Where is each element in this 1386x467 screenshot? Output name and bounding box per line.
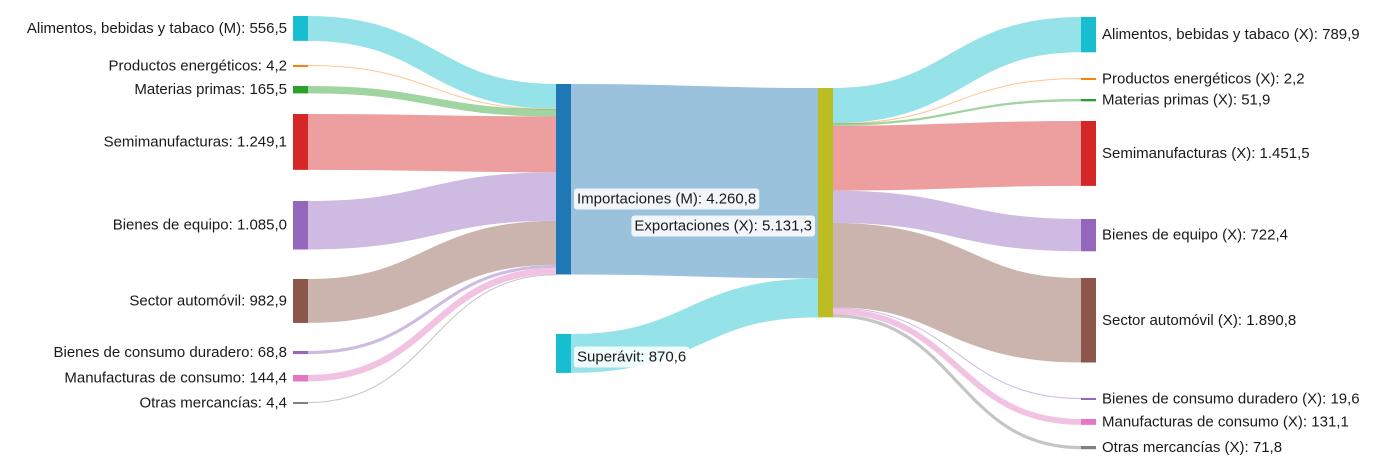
sankey-label-x_otras: Otras mercancías (X): 71,8 [1102, 439, 1282, 456]
sankey-label-x_alim: Alimentos, bebidas y tabaco (X): 789,9 [1102, 26, 1360, 43]
sankey-label-m_alim: Alimentos, bebidas y tabaco (M): 556,5 [27, 20, 287, 37]
sankey-link-m_auto-imp [307, 220, 557, 323]
sankey-label-m_auto: Sector automóvil: 982,9 [129, 292, 287, 309]
sankey-node-m_equi [293, 201, 308, 250]
sankey-label-text: Productos energéticos (X): 2,2 [1102, 71, 1305, 88]
sankey-link-exp-x_alim [832, 17, 1082, 124]
sankey-node-x_alim [1081, 17, 1096, 53]
sankey-label-text: Productos energéticos: 4,2 [109, 58, 287, 75]
sankey-label-x_auto: Sector automóvil (X): 1.890,8 [1102, 312, 1296, 329]
sankey-label-text: Semimanufacturas (X): 1.451,5 [1102, 145, 1310, 162]
sankey-node-x_ener [1081, 78, 1096, 80]
sankey-link-m_mat-imp [307, 85, 557, 117]
sankey-node-x_semi [1081, 121, 1096, 186]
sankey-label-text: Otras mercancías: 4,4 [139, 395, 287, 412]
sankey-label-m_semi: Semimanufacturas: 1.249,1 [104, 133, 287, 150]
sankey-label-text: Exportaciones (X): 5.131,3 [634, 218, 812, 235]
sankey-label-m_mat: Materias primas: 165,5 [134, 81, 287, 98]
sankey-label-text: Bienes de consumo duradero (X): 19,6 [1102, 391, 1360, 408]
sankey-link-sup-exp [570, 278, 819, 373]
sankey-label-m_dur: Bienes de consumo duradero: 68,8 [54, 344, 288, 361]
sankey-label-sup: Superávit: 870,6 [574, 346, 690, 368]
sankey-link-m_ener-imp [307, 65, 557, 110]
sankey-label-background [574, 346, 690, 368]
sankey-label-text: Alimentos, bebidas y tabaco (M): 556,5 [27, 20, 287, 37]
sankey-label-text: Sector automóvil: 982,9 [129, 292, 287, 309]
sankey-link-exp-x_dur [832, 307, 1082, 399]
sankey-link-exp-x_equi [832, 190, 1082, 252]
sankey-label-text: Alimentos, bebidas y tabaco (X): 789,9 [1102, 26, 1360, 43]
sankey-node-exp [818, 88, 833, 318]
sankey-label-x_equi: Bienes de equipo (X): 722,4 [1102, 227, 1288, 244]
sankey-node-m_ener [293, 65, 308, 67]
sankey-label-m_ener: Productos energéticos: 4,2 [109, 58, 287, 75]
sankey-node-m_manu [293, 375, 308, 382]
sankey-label-text: Manufacturas de consumo (X): 131,1 [1102, 413, 1349, 430]
sankey-link-imp-exp [570, 84, 819, 279]
sankey-label-x_semi: Semimanufacturas (X): 1.451,5 [1102, 145, 1310, 162]
sankey-label-x_manu: Manufacturas de consumo (X): 131,1 [1102, 413, 1349, 430]
sankey-label-text: Importaciones (M): 4.260,8 [577, 191, 756, 208]
sankey-node-sup [556, 334, 571, 373]
sankey-links [307, 16, 1082, 450]
sankey-label-text: Materias primas: 165,5 [134, 81, 287, 98]
sankey-node-x_equi [1081, 219, 1096, 252]
sankey-label-x_ener: Productos energéticos (X): 2,2 [1102, 71, 1305, 88]
sankey-link-m_semi-imp [307, 113, 557, 173]
sankey-node-m_alim [293, 16, 308, 41]
sankey-label-x_mat: Materias primas (X): 51,9 [1102, 92, 1270, 109]
sankey-link-m_alim-imp [307, 16, 557, 109]
sankey-link-m_otras-imp [307, 274, 557, 403]
sankey-label-text: Sector automóvil (X): 1.890,8 [1102, 312, 1296, 329]
sankey-label-text: Materias primas (X): 51,9 [1102, 92, 1270, 109]
sankey-link-exp-x_auto [832, 222, 1082, 363]
sankey-link-exp-x_mat [832, 99, 1082, 126]
sankey-label-m_equi: Bienes de equipo: 1.085,0 [113, 217, 287, 234]
sankey-label-text: Bienes de equipo (X): 722,4 [1102, 227, 1288, 244]
sankey-node-x_otras [1081, 446, 1096, 450]
sankey-label-text: Bienes de equipo: 1.085,0 [113, 217, 287, 234]
sankey-node-m_auto [293, 279, 308, 323]
sankey-link-exp-x_manu [832, 308, 1082, 425]
sankey-link-exp-x_semi [832, 121, 1082, 191]
sankey-label-text: Semimanufacturas: 1.249,1 [104, 133, 287, 150]
sankey-label-background [631, 215, 815, 237]
sankey-label-text: Bienes de consumo duradero: 68,8 [54, 344, 288, 361]
sankey-nodes [293, 16, 1096, 450]
sankey-node-m_semi [293, 114, 308, 170]
sankey-node-imp [556, 84, 571, 275]
sankey-link-m_manu-imp [307, 267, 557, 382]
sankey-label-m_manu: Manufacturas de consumo: 144,4 [64, 370, 287, 387]
sankey-label-m_otras: Otras mercancías: 4,4 [139, 395, 287, 412]
sankey-label-text: Manufacturas de consumo: 144,4 [64, 370, 287, 387]
sankey-label-imp: Importaciones (M): 4.260,8 [574, 188, 760, 210]
sankey-link-m_equi-imp [307, 172, 557, 250]
sankey-node-m_otras [293, 402, 308, 404]
sankey-node-x_auto [1081, 278, 1096, 363]
sankey-label-text: Superávit: 870,6 [577, 349, 686, 366]
sankey-label-x_dur: Bienes de consumo duradero (X): 19,6 [1102, 391, 1360, 408]
sankey-node-m_mat [293, 86, 308, 94]
sankey-node-x_manu [1081, 419, 1096, 425]
sankey-label-text: Otras mercancías (X): 71,8 [1102, 439, 1282, 456]
sankey-label-exp: Exportaciones (X): 5.131,3 [631, 215, 815, 237]
sankey-link-exp-x_ener [832, 78, 1082, 125]
sankey-labels: Alimentos, bebidas y tabaco (M): 556,5 Pr… [27, 20, 1360, 456]
sankey-link-exp-x_otras [832, 314, 1082, 450]
sankey-link-m_dur-imp [307, 264, 557, 355]
sankey-node-x_dur [1081, 398, 1096, 400]
sankey-node-x_mat [1081, 99, 1096, 102]
sankey-label-background [574, 188, 760, 210]
sankey-node-m_dur [293, 351, 308, 355]
